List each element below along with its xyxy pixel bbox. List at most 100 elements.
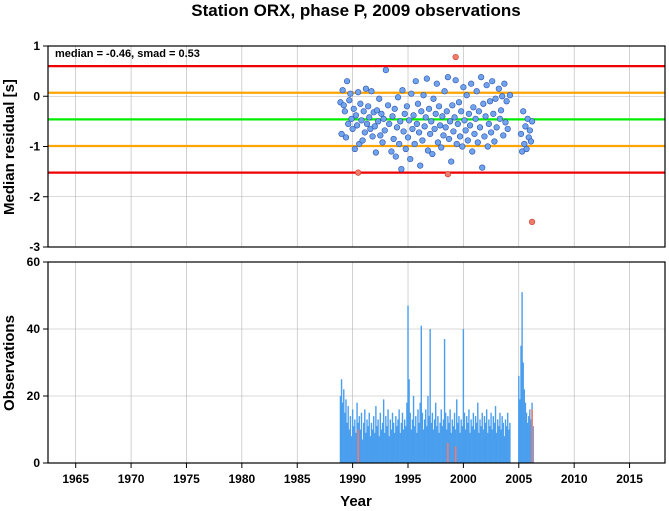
observation-bar [395,416,397,463]
residual-point [487,129,495,136]
observation-bar [354,419,356,463]
observation-bar [402,429,405,463]
observation-bar [451,419,454,463]
observation-bar [408,379,410,463]
observation-bar [500,429,502,463]
observation-bar [446,429,448,463]
reference-lines [48,64,665,174]
residual-point [352,112,360,119]
residual-point [475,108,483,115]
observation-bar [442,419,445,463]
observation-bar [421,412,424,463]
observation-bar [463,412,466,463]
residual-point [480,100,487,107]
observation-bar [448,422,450,463]
residual-point [482,113,489,120]
residual-point [414,100,422,107]
observation-bar [339,396,342,463]
observation-bar [459,432,461,463]
observation-bar [456,399,458,463]
residual-point [499,93,506,100]
observation-bar [491,429,493,463]
outlier-bar [447,442,449,463]
observation-bar [391,412,394,463]
observation-bar [427,396,429,463]
residual-point [349,125,356,133]
observation-bar [498,426,500,463]
observation-bar [370,422,373,463]
observations-y-tick-label: 40 [27,322,41,336]
x-tick-label: 2010 [561,472,588,486]
observation-bar [431,412,434,463]
observation-bar [426,426,428,463]
residual-point [378,110,385,117]
residual-point [442,124,449,131]
observation-bar [375,406,377,463]
observation-bar [479,419,481,463]
observation-bar [377,419,379,463]
residual-point [346,97,353,104]
residual-point [528,118,536,125]
residual-point [471,130,478,138]
residual-point [527,138,535,145]
observation-bar [355,432,357,463]
observation-bar [340,379,343,463]
observation-bar [532,426,534,463]
observation-bar [345,399,347,463]
residual-point [492,95,499,102]
observation-bar [503,436,506,463]
observation-bar [461,426,463,463]
residual-point [396,140,403,148]
observation-bar [410,429,413,463]
observation-bar [405,426,407,463]
residual-point [432,110,439,117]
x-tick-label: 1965 [62,472,89,486]
observation-bar [380,429,383,463]
residual-y-tick-label: 1 [33,39,40,53]
observation-bar [419,402,421,463]
observation-bar [481,412,483,463]
residual-point [359,137,366,144]
observations-plot-frame [47,261,666,464]
observation-bar [396,426,398,463]
residual-point [430,95,437,102]
residual-point [458,108,465,115]
residual-point [449,102,456,109]
observation-bar [460,419,462,463]
observation-bar [469,432,471,463]
residual-point [363,120,371,127]
observation-bar [432,429,435,463]
residual-point [343,78,351,85]
residual-point [415,129,423,136]
chart-title: Station ORX, phase P, 2009 observations [191,1,520,20]
residual-point [428,118,435,125]
residual-point [345,120,352,127]
residual-point [476,124,484,131]
residual-point [393,124,401,131]
residual-point [423,75,430,82]
residual-point [366,114,373,121]
residual-point [347,90,354,97]
observation-bar [453,412,456,463]
residual-y-tick-label: 0 [33,89,40,103]
stats-annotation: median = -0.46, smad = 0.53 [55,48,200,60]
residual-point [443,108,450,115]
residual-point [445,135,453,143]
residual-point [455,99,463,106]
residual-point [495,85,502,92]
observation-bar [436,426,438,463]
residual-point [501,80,508,87]
residual-point [452,77,459,84]
observation-bar [525,412,528,463]
residual-points [337,53,536,225]
observation-bar [349,416,352,463]
observation-bar [364,409,366,463]
residual-point [375,118,382,125]
observation-bar [499,412,501,463]
observation-bar [504,419,507,463]
observation-bar [351,409,354,463]
observation-bar [423,419,426,463]
observation-bar [505,426,508,463]
observation-bar [457,422,459,463]
residual-point [419,137,426,144]
